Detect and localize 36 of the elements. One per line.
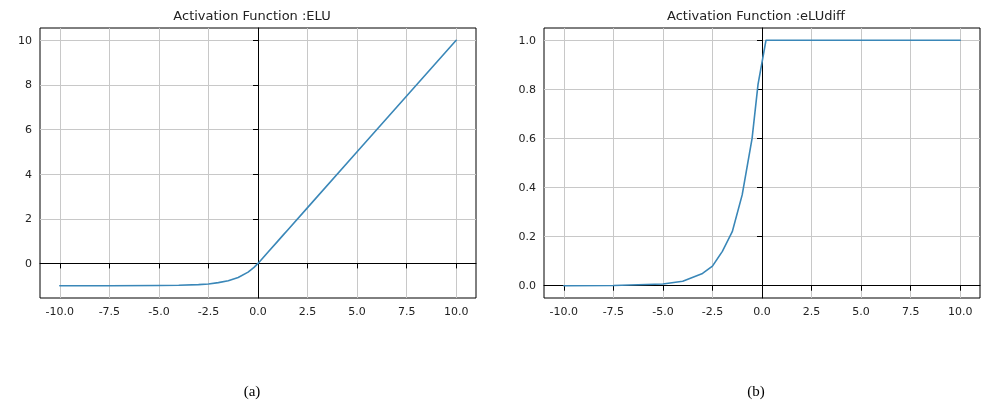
line-series [563, 39, 961, 287]
y-tick-label: 0.0 [518, 279, 536, 293]
x-tick-label: -2.5 [197, 305, 220, 318]
x-tick-label: 10.0 [443, 305, 469, 318]
x-tick-label: 2.5 [802, 305, 821, 318]
x-tick-label: -5.0 [652, 305, 674, 318]
text: (a) [243, 382, 261, 400]
x-tick-label: -5.0 [148, 305, 170, 318]
y-tick-label: 2 [25, 212, 32, 226]
y-tick-label: 8 [25, 78, 32, 92]
y-tick-label: 0.4 [518, 181, 536, 195]
x-tick-label: -2.5 [701, 305, 724, 318]
x-tick-label: 7.5 [901, 305, 920, 318]
x-tick-label: -7.5 [98, 305, 121, 318]
y-tick-label: 0.2 [518, 230, 536, 244]
chart-title: Activation Function :ELU [173, 8, 331, 23]
line-series [59, 39, 457, 287]
x-tick-label: -10.0 [45, 305, 75, 318]
x-tick-label: 5.0 [348, 305, 366, 318]
chart-title: Activation Function :eLUdiff [667, 8, 847, 23]
x-tick-label: 5.0 [852, 305, 870, 318]
y-tick-label: 6 [25, 123, 32, 137]
x-tick-label: -7.5 [602, 305, 625, 318]
y-tick-label: 0.8 [518, 82, 536, 96]
y-tick-label: 0 [25, 256, 32, 270]
y-tick-label: 4 [25, 167, 32, 181]
y-tick-label: 10 [18, 33, 32, 47]
x-tick-label: 0.0 [753, 305, 771, 318]
y-tick-label: 0.6 [518, 131, 536, 145]
x-tick-label: 10.0 [947, 305, 973, 318]
y-tick-label: 1.0 [518, 33, 536, 47]
x-tick-label: -10.0 [549, 305, 579, 318]
x-tick-label: 0.0 [249, 305, 267, 318]
text: (b) [747, 382, 765, 400]
x-tick-label: 7.5 [397, 305, 416, 318]
x-tick-label: 2.5 [298, 305, 317, 318]
